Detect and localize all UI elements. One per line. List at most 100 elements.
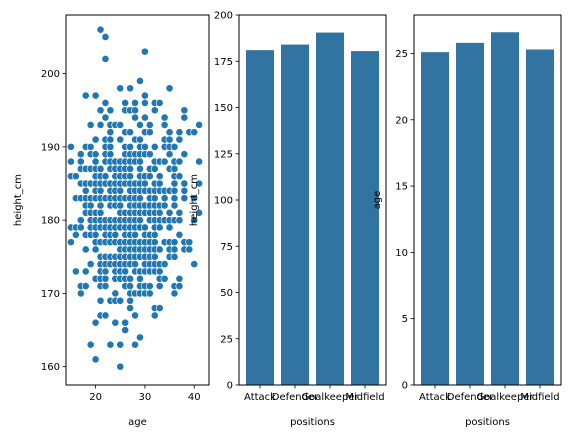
scatter-point (185, 245, 194, 254)
scatter-point (101, 282, 110, 290)
scatter-point (101, 55, 110, 63)
scatter-point (101, 267, 110, 276)
scatter-point (136, 274, 144, 283)
scatter-point (170, 142, 179, 151)
scatter-point (106, 128, 115, 137)
x-tick-label: Goalkeeper (301, 392, 359, 403)
scatter-point (175, 216, 184, 225)
y-tick-label: 20 (395, 115, 408, 126)
scatter-point (116, 362, 125, 371)
scatter-point (96, 106, 105, 115)
bar-attack (421, 52, 449, 385)
scatter-point (155, 179, 164, 188)
scatter-point (150, 238, 159, 247)
scatter-point (116, 135, 125, 144)
scatter-point (106, 135, 115, 144)
scatter-point (81, 245, 90, 254)
scatter-point (76, 157, 85, 166)
y-tick-label: 175 (214, 57, 233, 68)
scatter-point (91, 150, 100, 159)
scatter-point (180, 113, 189, 122)
scatter-point (96, 164, 105, 173)
scatter-point (81, 91, 90, 100)
scatter-point (136, 164, 144, 173)
y-tick-label: 25 (220, 334, 233, 345)
scatter-point (175, 172, 184, 181)
scatter-point (165, 135, 174, 144)
scatter-point (106, 106, 115, 115)
scatter-point (91, 230, 100, 239)
scatter-points (67, 25, 204, 371)
scatter-point (170, 194, 179, 203)
scatter-point (126, 84, 135, 93)
scatter-point (91, 245, 100, 254)
scatter-point (160, 201, 169, 210)
scatter-point (136, 157, 144, 166)
x-tick-label: Attack (244, 392, 276, 403)
scatter-point (195, 208, 204, 217)
y-tick-label: 5 (402, 314, 408, 325)
scatter-point (126, 304, 135, 312)
scatter-point (126, 142, 135, 151)
x-tick-label: 30 (139, 392, 152, 403)
scatter-point (165, 223, 174, 232)
scatter-point (195, 179, 204, 188)
bar-goalkeeper (491, 32, 519, 385)
x-tick-label: Defender (447, 392, 494, 403)
scatter-point (101, 274, 110, 283)
scatter-point (76, 289, 85, 298)
scatter-panel: 20 30 40 160 170 180 190 200 age height_cm (13, 14, 210, 428)
age-bar-y-label: age (372, 191, 383, 210)
scatter-point (86, 121, 95, 129)
height-bar-axes-frame (238, 14, 387, 386)
scatter-point (175, 230, 184, 239)
scatter-point (140, 91, 149, 100)
scatter-point (101, 172, 110, 181)
scatter-point (67, 142, 75, 151)
y-tick-label: 0 (227, 381, 233, 392)
bar-defender (281, 44, 309, 385)
scatter-point (106, 340, 115, 349)
scatter-point (165, 84, 174, 93)
scatter-point (160, 260, 169, 269)
scatter-point (126, 164, 135, 173)
scatter-point (190, 260, 199, 269)
x-tick-label: Attack (419, 392, 451, 403)
scatter-point (145, 282, 154, 290)
scatter-point (175, 157, 184, 166)
scatter-point (175, 128, 184, 137)
scatter-x-label: age (128, 417, 147, 428)
scatter-point (195, 121, 204, 129)
scatter-point (96, 208, 105, 217)
scatter-point (145, 150, 154, 159)
y-tick-label: 200 (214, 11, 233, 22)
scatter-point (131, 106, 139, 115)
scatter-point (150, 311, 159, 320)
scatter-point (180, 106, 189, 115)
scatter-point (136, 216, 144, 225)
scatter-point (170, 238, 179, 247)
scatter-point (136, 121, 144, 129)
scatter-point (67, 157, 75, 166)
scatter-point (170, 289, 179, 298)
scatter-point (101, 99, 110, 107)
height-bar-y-ticks: 0 25 50 75 100 125 150 175 200 (214, 11, 239, 392)
scatter-point (150, 164, 159, 173)
scatter-point (126, 128, 135, 137)
scatter-point (96, 296, 105, 305)
bar-attack (246, 50, 274, 386)
scatter-point (165, 208, 174, 217)
scatter-point (111, 318, 120, 327)
scatter-point (170, 186, 179, 195)
scatter-point (150, 106, 159, 115)
scatter-point (150, 252, 159, 261)
scatter-point (155, 172, 164, 181)
scatter-point (155, 282, 164, 290)
scatter-point (165, 150, 174, 159)
scatter-point (96, 25, 105, 34)
age-bar-y-ticks: 0 5 10 15 20 25 (395, 49, 414, 392)
scatter-point (160, 274, 169, 283)
